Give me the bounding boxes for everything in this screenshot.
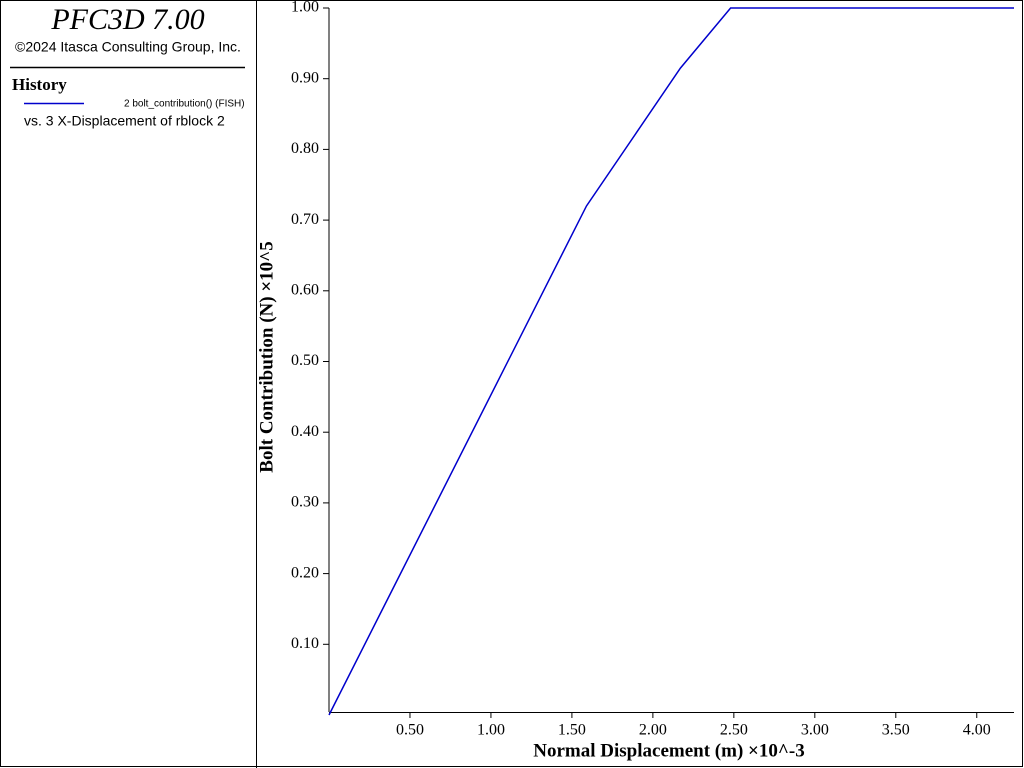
copyright: ©2024 Itasca Consulting Group, Inc. <box>15 39 241 55</box>
section-title: History <box>12 75 67 94</box>
data-line <box>328 7 1014 716</box>
y-tick-label: 0.50 <box>291 352 319 369</box>
x-tick-label: 2.50 <box>720 722 748 739</box>
x-tick-label: 1.50 <box>558 722 586 739</box>
legend-label: 2 bolt_contribution() (FISH) <box>124 99 245 110</box>
y-tick-label: 0.90 <box>291 69 319 86</box>
y-tick-label: 0.40 <box>291 423 319 440</box>
y-axis-label: Bolt Contribution (N) ×10^5 <box>256 241 277 472</box>
x-tick-label: 3.50 <box>882 722 910 739</box>
x-tick-label: 2.00 <box>639 722 667 739</box>
y-tick-label: 0.70 <box>291 211 319 228</box>
y-tick-label: 0.80 <box>291 140 319 157</box>
y-tick-label: 0.60 <box>291 281 319 298</box>
x-axis-label: Normal Displacement (m) ×10^-3 <box>533 740 804 761</box>
y-tick-label: 1.00 <box>291 0 319 16</box>
y-tick-label: 0.30 <box>291 494 319 511</box>
x-tick-label: 0.50 <box>396 722 424 739</box>
plot-area: 0.10 0.20 0.30 0.40 0.50 0.60 0.70 0.80 0.90 1.00… <box>291 0 1014 739</box>
x-tick-label: 4.00 <box>963 722 991 739</box>
y-tick-label: 0.20 <box>291 564 319 581</box>
y-tick-label: 0.10 <box>291 635 319 652</box>
app-title: PFC3D 7.00 <box>50 3 204 36</box>
legend-subtitle: vs. 3 X-Displacement of rblock 2 <box>24 113 225 129</box>
x-tick-label: 3.00 <box>801 722 829 739</box>
x-tick-label: 1.00 <box>477 722 505 739</box>
